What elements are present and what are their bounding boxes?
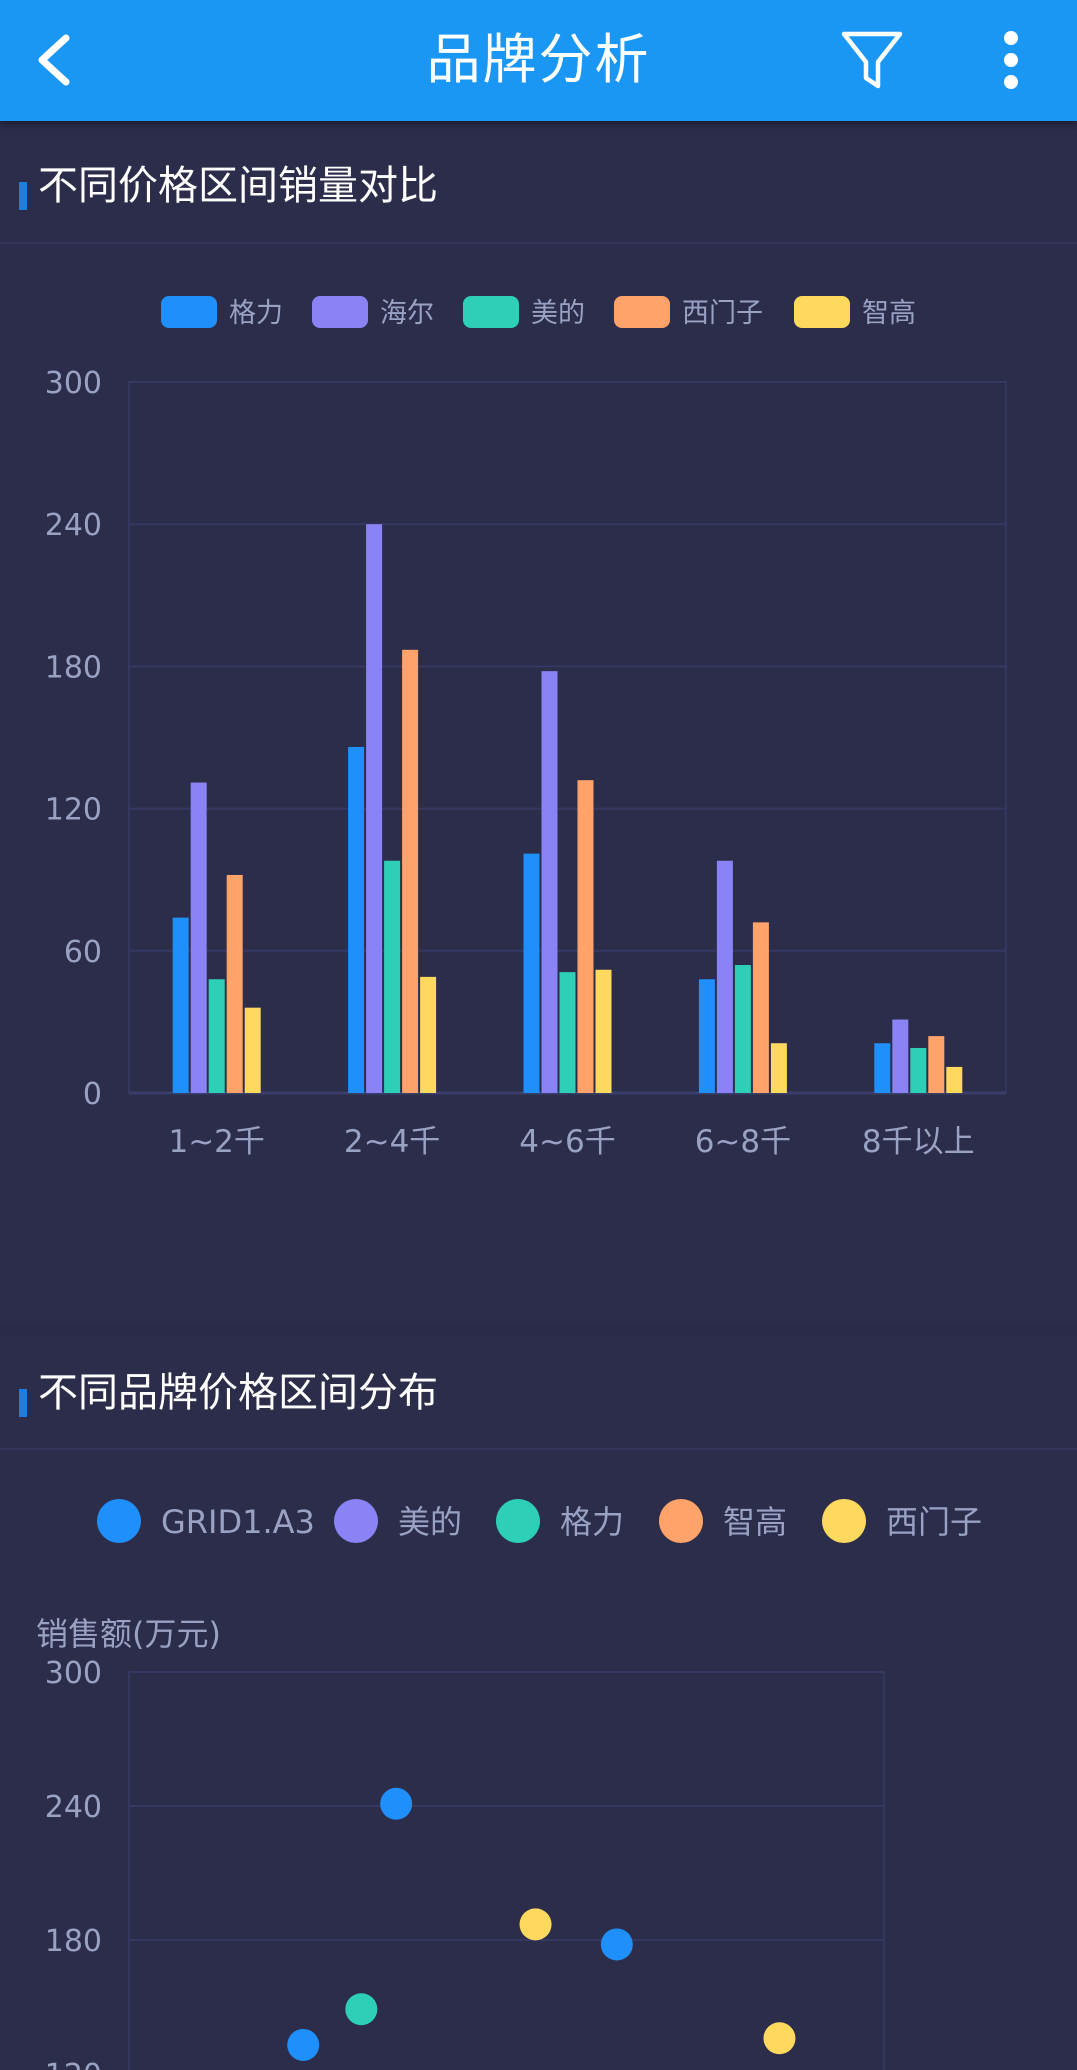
y-tick-label: 240 (45, 508, 102, 543)
bar (244, 1007, 261, 1093)
legend-swatch (161, 296, 217, 328)
x-tick-label: 6~8千 (695, 1124, 791, 1160)
bar (928, 1036, 945, 1093)
legend-label: 西门子 (682, 298, 763, 329)
legend-swatch (614, 296, 670, 328)
bar (734, 965, 751, 1093)
legend-label: 格力 (560, 1503, 624, 1541)
bar (348, 746, 365, 1093)
bar (770, 1043, 787, 1093)
bar (523, 853, 540, 1093)
legend-label: GRID1.A3 (161, 1503, 315, 1541)
legend-marker (97, 1499, 141, 1543)
legend-swatch (463, 296, 519, 328)
legend-marker (822, 1499, 866, 1543)
y-tick-label: 0 (83, 1077, 102, 1112)
legend-label: 美的 (531, 298, 585, 329)
more-vertical-icon (1004, 31, 1018, 89)
y-tick-label: 300 (45, 1656, 102, 1691)
bar (208, 979, 225, 1093)
scatter-point (763, 2022, 796, 2055)
bar (716, 860, 733, 1093)
bar (946, 1066, 963, 1093)
legend-marker (659, 1499, 703, 1543)
y-tick-label: 120 (45, 793, 102, 828)
bar (559, 972, 576, 1093)
x-tick-label: 1~2千 (168, 1124, 264, 1160)
legend-label: 智高 (723, 1503, 787, 1541)
bar (752, 922, 769, 1093)
section-title: 不同价格区间销量对比 (38, 163, 438, 209)
bar (892, 1019, 909, 1093)
bar (226, 874, 243, 1093)
section-title: 不同品牌价格区间分布 (38, 1370, 438, 1416)
bar (874, 1043, 891, 1093)
y-tick-label: 300 (45, 366, 102, 401)
bar (577, 780, 594, 1093)
section-header: 不同品牌价格区间分布 (0, 1337, 1077, 1450)
more-options-button[interactable] (971, 20, 1051, 100)
filter-button[interactable] (832, 20, 912, 100)
scatter-point (380, 1787, 413, 1820)
bar (384, 860, 401, 1093)
bar-chart: 0 60 120 180 240 300 格力 海尔 美的 西门子 智高 1~2千 2~4千 4~6千 6~… (45, 296, 1007, 1160)
legend-label: 美的 (398, 1503, 462, 1541)
bar (402, 649, 419, 1093)
y-tick-label: 60 (64, 935, 102, 970)
section-accent-bar (19, 1389, 27, 1417)
section-header: 不同价格区间销量对比 (0, 130, 1077, 244)
x-tick-label: 8千以上 (862, 1124, 975, 1160)
legend-label: 格力 (229, 298, 283, 329)
x-tick-label: 4~6千 (519, 1124, 615, 1160)
bar (172, 917, 189, 1093)
scatter-point (519, 1908, 552, 1941)
back-chevron-icon (38, 34, 70, 86)
bar (366, 524, 383, 1093)
y-tick-label: 180 (45, 650, 102, 685)
legend-marker (334, 1499, 378, 1543)
bar (541, 671, 558, 1093)
page-title: 品牌分析 (426, 28, 651, 91)
sales-by-price-card: 不同价格区间销量对比 0 60 120 180 240 300 格力 海尔 美的 西门子 智高 1~2… (0, 130, 1077, 1325)
scatter-point (600, 1928, 633, 1961)
y-axis-title: 销售额(万元) (36, 1615, 221, 1653)
back-button[interactable] (16, 20, 96, 100)
legend-marker (496, 1499, 540, 1543)
x-tick-label: 2~4千 (344, 1124, 440, 1160)
top-app-bar: 品牌分析 (0, 0, 1077, 121)
bar (910, 1047, 927, 1093)
scatter-point (287, 2028, 320, 2061)
filter-icon (841, 31, 903, 89)
bar (595, 969, 612, 1093)
y-tick-label: 180 (45, 1924, 102, 1959)
bar (420, 976, 437, 1093)
legend-label: 西门子 (886, 1503, 982, 1541)
legend-swatch (312, 296, 368, 328)
section-accent-bar (19, 182, 27, 210)
bar (698, 979, 715, 1093)
y-tick-label: 120 (45, 2058, 102, 2070)
legend-label: 海尔 (380, 298, 434, 329)
bar (190, 782, 207, 1093)
scatter-point (345, 1993, 378, 2026)
legend-label: 智高 (862, 298, 916, 329)
y-tick-label: 240 (45, 1790, 102, 1825)
legend-swatch (794, 296, 850, 328)
